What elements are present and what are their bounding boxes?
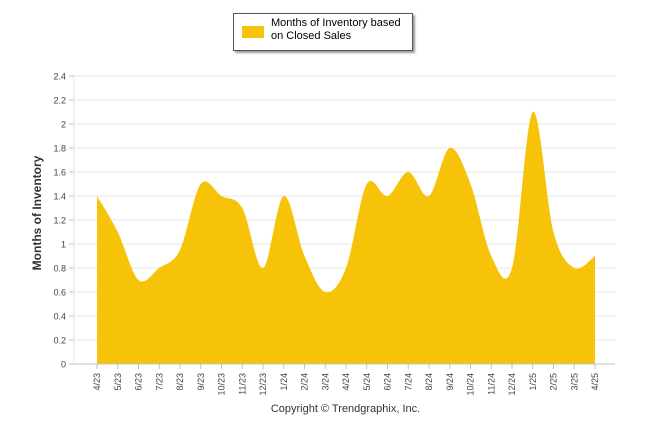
x-tick-label: 4/24	[341, 373, 351, 391]
x-tick-label: 4/25	[590, 373, 600, 391]
y-tick-label: 1	[61, 240, 66, 250]
x-tick-label: 9/23	[196, 373, 206, 391]
y-axis-title: Months of Inventory	[30, 155, 44, 271]
y-tick-label: 1.4	[53, 192, 66, 202]
x-tick-label: 12/24	[507, 373, 517, 396]
x-tick-label: 1/25	[528, 373, 538, 391]
y-tick-label: 1.8	[53, 144, 66, 154]
x-tick-label: 7/24	[403, 373, 413, 391]
y-tick-label: 0.4	[53, 312, 66, 322]
x-tick-label: 2/25	[549, 373, 559, 391]
y-tick-label: 1.2	[53, 216, 66, 226]
x-tick-label: 6/24	[383, 373, 393, 391]
y-tick-label: 2.2	[53, 96, 66, 106]
y-tick-label: 2	[61, 120, 66, 130]
legend: Months of Inventory based on Closed Sale…	[233, 13, 413, 51]
y-tick-label: 0	[61, 360, 66, 370]
x-tick-label: 8/24	[424, 373, 434, 391]
y-axis: 0 0.2 0.4 0.6 0.8 1 1.2 1.4 1.6 1.8 2 2.2 2.4	[53, 72, 75, 370]
y-tick-label: 0.2	[53, 336, 66, 346]
copyright-text: Copyright © Trendgraphix, Inc.	[270, 403, 421, 415]
y-tick-label: 1.6	[53, 168, 66, 178]
x-tick-label: 7/23	[154, 373, 164, 391]
legend-swatch	[242, 26, 264, 38]
x-tick-label: 5/23	[113, 373, 123, 391]
y-tick-label: 0.6	[53, 288, 66, 298]
legend-label: Months of Inventory based on Closed Sale…	[271, 17, 401, 42]
x-tick-label: 10/24	[466, 373, 476, 396]
x-tick-label: 3/25	[569, 373, 579, 391]
x-tick-label: 5/24	[362, 373, 372, 391]
x-tick-label: 11/23	[237, 373, 247, 395]
x-tick-label: 3/24	[320, 373, 330, 391]
x-tick-label: 1/24	[279, 373, 289, 391]
x-tick-label: 11/24	[486, 373, 496, 395]
area-fill	[97, 111, 595, 364]
x-tick-label: 4/23	[92, 373, 102, 391]
y-tick-label: 2.4	[53, 72, 66, 82]
x-tick-label: 2/24	[300, 373, 310, 391]
x-tick-label: 9/24	[445, 373, 455, 391]
x-tick-label: 10/23	[217, 373, 227, 396]
x-tick-label: 8/23	[175, 373, 185, 391]
x-tick-label: 6/23	[134, 373, 144, 391]
x-tick-label: 12/23	[258, 373, 268, 396]
area-series	[97, 111, 595, 364]
y-tick-label: 0.8	[53, 264, 66, 274]
x-axis: 4/23 5/23 6/23 7/23 8/23 9/23 10/23 11/23 12/23 1…	[74, 363, 615, 396]
